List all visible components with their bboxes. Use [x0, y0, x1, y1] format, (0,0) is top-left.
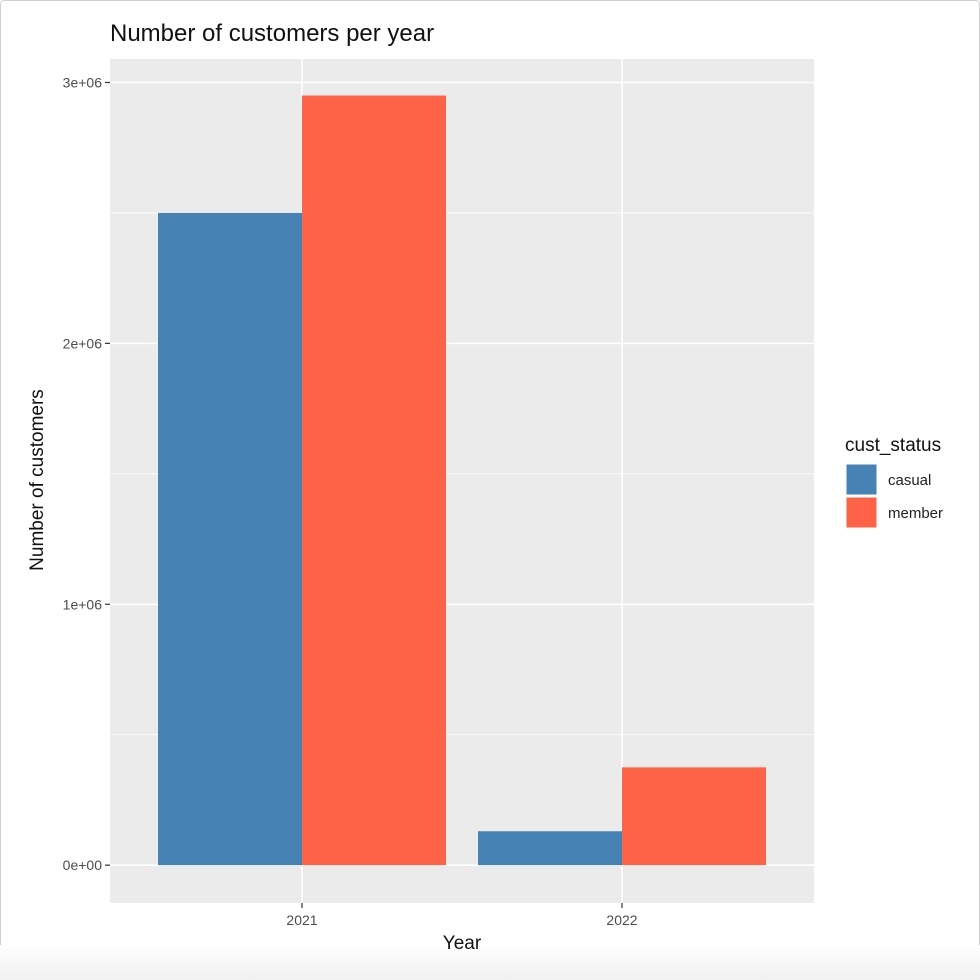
y-tick-label: 3e+06: [63, 74, 103, 90]
bar-casual-2022: [478, 831, 622, 866]
x-tick-label: 2022: [606, 912, 637, 928]
y-axis-title: Number of customers: [27, 389, 48, 571]
bar-casual-2021: [158, 212, 302, 866]
legend-title: cust_status: [845, 435, 941, 456]
y-tick-label: 1e+06: [63, 596, 103, 612]
legend: cust_status casual member: [845, 435, 943, 529]
y-tick-label: 2e+06: [63, 335, 103, 351]
x-axis: 2021 2022: [286, 903, 638, 928]
legend-key-casual: [845, 463, 878, 496]
y-axis: 0e+00 1e+06 2e+06 3e+06: [63, 74, 110, 873]
bar-member-2021: [302, 95, 446, 866]
legend-label-member: member: [888, 505, 943, 522]
chart-title: Number of customers per year: [110, 20, 434, 47]
y-tick-label: 0e+00: [63, 857, 103, 873]
bottom-shade: [0, 945, 980, 980]
legend-label-casual: casual: [888, 472, 931, 489]
legend-key-member: [845, 496, 878, 529]
bars: [158, 95, 766, 866]
x-axis-title: Year: [443, 933, 482, 954]
x-tick-label: 2021: [286, 912, 317, 928]
bar-member-2022: [622, 767, 766, 866]
